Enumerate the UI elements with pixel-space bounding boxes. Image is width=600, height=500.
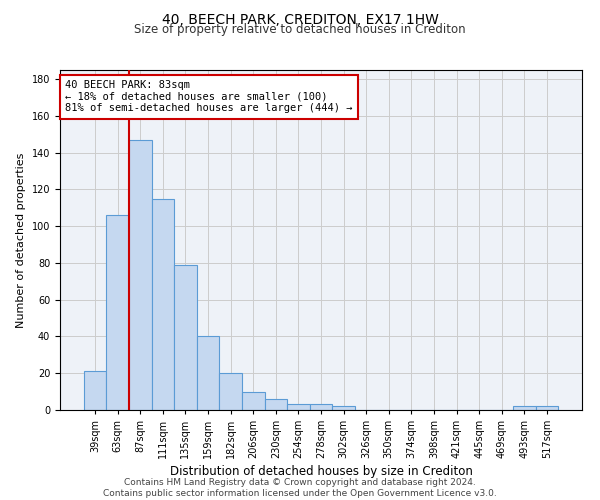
Bar	[197, 336, 220, 410]
Text: 40, BEECH PARK, CREDITON, EX17 1HW: 40, BEECH PARK, CREDITON, EX17 1HW	[161, 12, 439, 26]
Text: Size of property relative to detached houses in Crediton: Size of property relative to detached ho…	[134, 22, 466, 36]
Bar	[152, 198, 174, 410]
Bar	[265, 399, 287, 410]
Bar	[332, 406, 355, 410]
Bar	[106, 215, 129, 410]
Y-axis label: Number of detached properties: Number of detached properties	[16, 152, 26, 328]
Text: 40 BEECH PARK: 83sqm
← 18% of detached houses are smaller (100)
81% of semi-deta: 40 BEECH PARK: 83sqm ← 18% of detached h…	[65, 80, 353, 114]
Bar	[84, 372, 106, 410]
Bar	[287, 404, 310, 410]
Bar	[174, 265, 197, 410]
X-axis label: Distribution of detached houses by size in Crediton: Distribution of detached houses by size …	[170, 466, 472, 478]
Text: Contains HM Land Registry data © Crown copyright and database right 2024.
Contai: Contains HM Land Registry data © Crown c…	[103, 478, 497, 498]
Bar	[242, 392, 265, 410]
Bar	[536, 406, 558, 410]
Bar	[513, 406, 536, 410]
Bar	[129, 140, 152, 410]
Bar	[220, 373, 242, 410]
Bar	[310, 404, 332, 410]
